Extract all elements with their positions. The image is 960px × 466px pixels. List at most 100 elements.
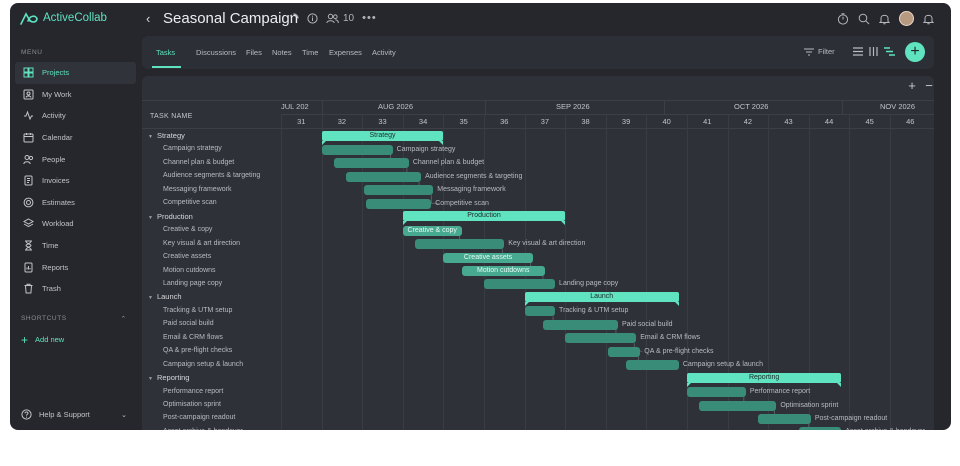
- group-bar[interactable]: Strategy: [321, 130, 444, 145]
- week-label: 40: [662, 117, 671, 126]
- task-name[interactable]: Tracking & UTM setup: [163, 306, 233, 314]
- caret-down-icon[interactable]: ▼: [148, 295, 153, 302]
- caret-down-icon[interactable]: ▼: [148, 134, 153, 140]
- more-options-icon[interactable]: •••: [362, 12, 377, 24]
- task-bar[interactable]: [607, 346, 641, 357]
- task-bar-label: Asset archive & handover: [845, 427, 925, 430]
- add-task-button[interactable]: +: [905, 42, 925, 62]
- week-gridline: [768, 114, 770, 430]
- activecollab-logo-icon: [20, 12, 38, 25]
- task-bar[interactable]: [333, 158, 409, 169]
- month-label: OCT 2026: [734, 102, 769, 111]
- task-bar[interactable]: [524, 306, 556, 317]
- tab-expenses[interactable]: Expenses: [329, 48, 362, 57]
- group-bar[interactable]: Reporting: [687, 372, 842, 387]
- task-name[interactable]: Email & CRM flows: [163, 333, 223, 341]
- timer-icon[interactable]: [837, 12, 849, 25]
- group-bar[interactable]: Production: [402, 211, 566, 226]
- task-bar[interactable]: [542, 319, 618, 330]
- task-name[interactable]: Competitive scan: [163, 199, 217, 207]
- task-bar[interactable]: [414, 239, 505, 250]
- back-chevron-icon[interactable]: ‹: [146, 11, 151, 26]
- task-name[interactable]: Campaign strategy: [163, 145, 222, 153]
- avatar[interactable]: [899, 11, 914, 26]
- task-name[interactable]: Audience segments & targeting: [163, 172, 261, 180]
- task-bar[interactable]: Creative assets: [443, 252, 533, 263]
- task-bar[interactable]: [484, 279, 556, 290]
- tab-files[interactable]: Files: [246, 48, 262, 57]
- progress-ring-icon[interactable]: [288, 12, 299, 24]
- task-bar[interactable]: [699, 400, 777, 411]
- group-row-strategy[interactable]: ▼ Strategy: [148, 131, 185, 142]
- list-view-icon[interactable]: [853, 47, 863, 56]
- task-bar[interactable]: Creative & copy: [402, 225, 462, 236]
- task-name[interactable]: Paid social build: [163, 320, 214, 328]
- help-support-button[interactable]: Help & Support ⌄: [21, 409, 127, 420]
- task-name[interactable]: Creative assets: [163, 253, 212, 261]
- task-bar[interactable]: Motion cutdowns: [461, 266, 545, 276]
- task-name[interactable]: Motion cutdowns: [163, 266, 216, 274]
- month-boundary: [322, 100, 323, 114]
- task-name[interactable]: Creative & copy: [163, 226, 213, 234]
- alerts-bell-icon[interactable]: [923, 13, 934, 25]
- week-label: 34: [418, 117, 428, 126]
- app-logo[interactable]: ActiveCollab: [20, 11, 107, 25]
- notification-bell-icon[interactable]: [879, 13, 890, 25]
- sidebar-item-activity[interactable]: Activity: [15, 105, 136, 127]
- task-bar[interactable]: [758, 413, 811, 424]
- task-name[interactable]: Messaging framework: [163, 185, 232, 193]
- sidebar-item-workload[interactable]: Workload: [15, 213, 136, 235]
- zoom-in-button[interactable]: +: [908, 78, 916, 93]
- group-row-launch[interactable]: ▼ Launch: [148, 292, 182, 303]
- chevron-up-icon[interactable]: ⌃: [120, 316, 127, 323]
- add-shortcut-button[interactable]: + Add new: [21, 334, 64, 346]
- task-bar[interactable]: [626, 360, 679, 371]
- task-name[interactable]: QA & pre-flight checks: [163, 347, 233, 355]
- sidebar-item-projects[interactable]: Projects: [15, 62, 136, 84]
- search-icon[interactable]: [858, 13, 870, 25]
- sidebar-item-calendar[interactable]: Calendar: [15, 127, 136, 149]
- filter-button[interactable]: Filter: [804, 47, 835, 56]
- task-name[interactable]: Campaign setup & launch: [163, 360, 244, 368]
- group-bar[interactable]: Launch: [524, 291, 680, 306]
- sidebar-item-estimates[interactable]: Estimates: [15, 192, 136, 214]
- project-tabs-bar: Tasks Discussions Files Notes Time Expenses Ac…: [142, 36, 934, 69]
- task-name[interactable]: Landing page copy: [163, 279, 223, 287]
- task-bar[interactable]: [345, 171, 422, 182]
- tab-tasks[interactable]: Tasks: [156, 48, 176, 57]
- task-bar[interactable]: [366, 198, 432, 209]
- group-row-reporting[interactable]: ▼ Reporting: [148, 373, 189, 384]
- task-name[interactable]: Optimisation sprint: [163, 401, 221, 408]
- help-label: Help & Support: [39, 410, 90, 419]
- caret-down-icon[interactable]: ▼: [148, 214, 153, 221]
- caret-down-icon[interactable]: ▼: [148, 376, 153, 383]
- task-bar[interactable]: [687, 387, 746, 398]
- sidebar-item-my-work[interactable]: My Work: [15, 84, 136, 106]
- task-name[interactable]: Performance report: [163, 387, 224, 395]
- group-row-production[interactable]: ▼ Production: [148, 212, 193, 223]
- members-icon[interactable]: [326, 13, 339, 24]
- task-bar[interactable]: [565, 333, 637, 344]
- task-bar[interactable]: [798, 427, 842, 430]
- task-name[interactable]: Key visual & art direction: [163, 239, 241, 247]
- task-name[interactable]: Post-campaign readout: [163, 414, 236, 422]
- info-icon[interactable]: [307, 12, 318, 24]
- sidebar-item-time[interactable]: Time: [15, 235, 136, 257]
- sidebar-item-people[interactable]: People: [15, 148, 136, 170]
- tab-activity[interactable]: Activity: [372, 48, 396, 57]
- week-gridline: [687, 114, 688, 430]
- tab-notes[interactable]: Notes: [272, 48, 292, 57]
- column-view-icon[interactable]: [869, 47, 878, 56]
- zoom-out-button[interactable]: −: [925, 78, 933, 93]
- sidebar-item-reports[interactable]: Reports: [15, 256, 136, 278]
- timeline-view-icon[interactable]: [884, 47, 895, 56]
- tab-time[interactable]: Time: [302, 48, 319, 57]
- shortcuts-heading[interactable]: SHORTCUTS ⌃: [21, 315, 127, 323]
- sidebar-item-trash[interactable]: Trash: [15, 278, 136, 300]
- sidebar-item-invoices[interactable]: Invoices: [15, 170, 136, 192]
- task-bar[interactable]: [364, 185, 434, 196]
- task-name[interactable]: Channel plan & budget: [163, 158, 235, 166]
- task-bar[interactable]: [321, 144, 393, 155]
- task-name[interactable]: Asset archive & handover: [163, 427, 243, 430]
- tab-discussions[interactable]: Discussions: [196, 48, 237, 57]
